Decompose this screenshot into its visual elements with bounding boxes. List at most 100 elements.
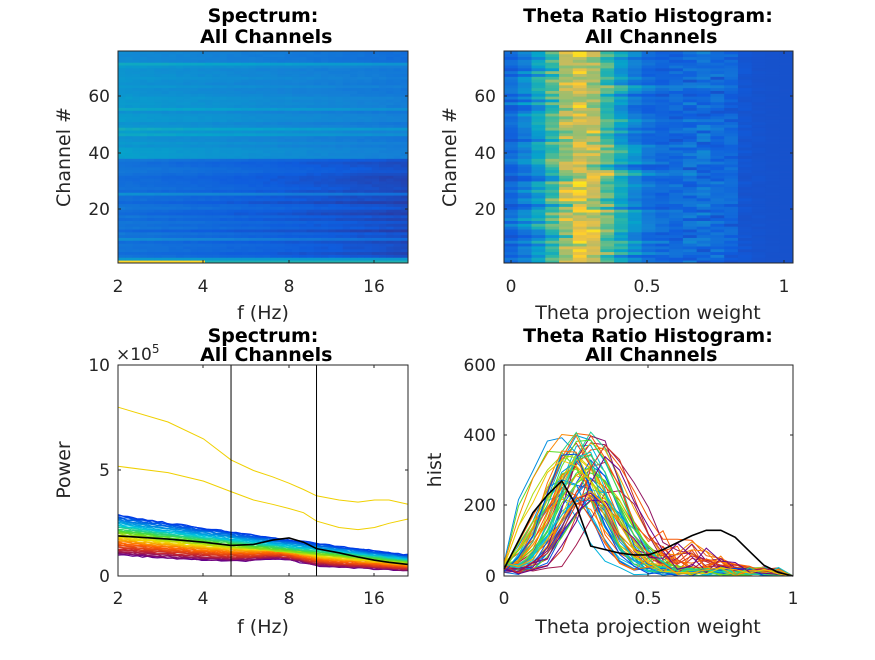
heatmap-cell — [379, 132, 387, 137]
heatmap-cell — [118, 51, 126, 55]
heatmap-cell — [371, 189, 380, 193]
heatmap-cell — [504, 181, 519, 185]
heatmap-cell — [765, 169, 780, 173]
heatmap-cell — [154, 223, 162, 227]
heatmap-cell — [531, 124, 546, 128]
heatmap-cell — [641, 229, 656, 233]
heatmap-cell — [219, 195, 228, 199]
heatmap-cell — [125, 152, 133, 156]
heatmap-cell — [682, 53, 698, 58]
heatmap-cell — [292, 99, 300, 103]
chart-title-line: All Channels — [193, 344, 332, 366]
heatmap-cell — [118, 104, 126, 108]
heatmap-cell — [313, 149, 322, 154]
heatmap-cell — [241, 155, 249, 159]
heatmap-cell — [168, 243, 177, 247]
heatmap-cell — [559, 212, 574, 216]
heatmap-cell — [154, 82, 162, 86]
heatmap-cell — [313, 65, 322, 69]
heatmap-cell — [226, 229, 235, 233]
heatmap-cell — [277, 166, 286, 171]
heatmap-cell — [572, 223, 587, 227]
heatmap-cell — [270, 195, 278, 199]
heatmap-cell — [125, 197, 133, 202]
heatmap-cell — [205, 257, 213, 261]
heatmap-cell — [263, 212, 271, 216]
heatmap-cell — [241, 158, 249, 162]
heatmap-cell — [299, 169, 307, 173]
heatmap-cell — [710, 195, 725, 199]
heatmap-cell — [321, 144, 329, 148]
heatmap-cell — [212, 96, 220, 100]
heatmap-cell — [600, 118, 615, 123]
heatmap-cell — [161, 56, 170, 60]
heatmap-cell — [724, 70, 739, 75]
heatmap-cell — [255, 144, 264, 148]
heatmap-cell — [350, 51, 358, 55]
heatmap-cell — [313, 56, 322, 60]
heatmap-cell — [342, 73, 351, 77]
heatmap-cell — [765, 96, 780, 100]
spectrum-series-line — [117, 535, 409, 566]
heatmap-cell — [205, 121, 213, 125]
heatmap-cell — [255, 107, 264, 111]
heatmap-cell — [147, 152, 155, 156]
heatmap-cell — [655, 84, 670, 89]
heatmap-cell — [219, 121, 228, 125]
heatmap-cell — [168, 229, 177, 233]
heatmap-cell — [205, 172, 213, 176]
heatmap-cell — [313, 82, 322, 86]
heatmap-cell — [205, 161, 213, 165]
heatmap-cell — [197, 96, 206, 100]
heatmap-cell — [627, 82, 643, 86]
heatmap-cell — [219, 132, 228, 137]
heatmap-cell — [545, 132, 560, 137]
heatmap-cell — [292, 164, 300, 168]
heatmap-cell — [400, 186, 409, 190]
heatmap-cell — [350, 124, 358, 128]
heatmap-cell — [255, 164, 264, 168]
heatmap-cell — [132, 189, 141, 193]
heatmap-cell — [248, 229, 257, 233]
heatmap-cell — [306, 166, 315, 171]
heatmap-cell — [724, 53, 739, 58]
heatmap-cell — [183, 234, 191, 238]
heatmap-cell — [531, 90, 546, 94]
heatmap-cell — [154, 147, 162, 151]
heatmap-cell — [350, 206, 358, 210]
heatmap-cell — [724, 172, 739, 176]
heatmap-cell — [277, 59, 286, 63]
heatmap-cell — [737, 172, 753, 176]
y-tick-label: 40 — [474, 144, 496, 164]
heatmap-cell — [270, 206, 278, 210]
heatmap-cell — [517, 181, 532, 185]
heatmap-cell — [517, 79, 532, 83]
heatmap-cell — [306, 70, 315, 75]
heatmap-cell — [357, 248, 365, 253]
heatmap-cell — [765, 164, 780, 168]
heatmap-cell — [263, 164, 271, 168]
heatmap-cell — [350, 118, 358, 123]
heatmap-cell — [357, 166, 365, 171]
heatmap-cell — [710, 186, 725, 190]
heatmap-cell — [328, 181, 336, 185]
heatmap-cell — [559, 260, 574, 264]
heatmap-cell — [737, 183, 753, 188]
heatmap-cell — [737, 59, 753, 63]
heatmap-cell — [321, 229, 329, 233]
heatmap-cell — [400, 73, 409, 77]
heatmap-cell — [118, 101, 126, 106]
heatmap-cell — [669, 203, 684, 207]
heatmap-cell — [154, 130, 162, 134]
heatmap-cell — [147, 93, 155, 97]
heatmap-cell — [328, 99, 336, 103]
heatmap-cell — [241, 209, 249, 213]
heatmap-cell — [313, 147, 322, 151]
heatmap-cell — [559, 229, 574, 233]
heatmap-cell — [270, 82, 278, 86]
heatmap-cell — [364, 56, 373, 60]
heatmap-cell — [118, 158, 126, 162]
heatmap-cell — [299, 70, 307, 75]
heatmap-cell — [342, 87, 351, 91]
heatmap-cell — [655, 82, 670, 86]
